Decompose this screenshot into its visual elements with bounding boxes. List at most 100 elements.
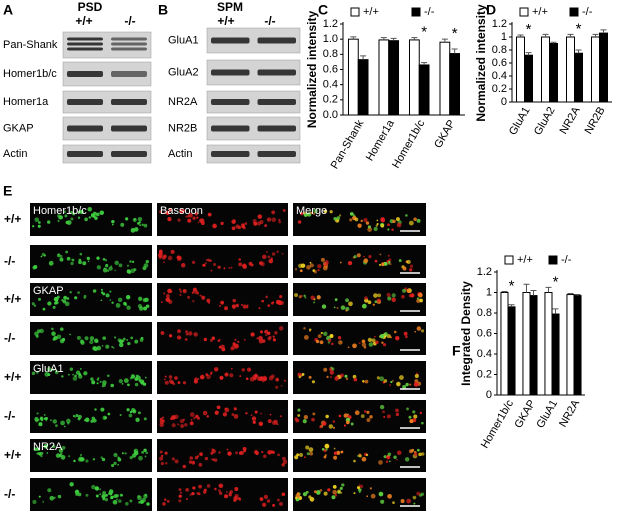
y-tick-label: 1.2 — [477, 266, 492, 278]
puncta — [294, 268, 298, 271]
puncta — [72, 376, 78, 381]
puncta — [387, 455, 389, 457]
puncta — [191, 460, 196, 465]
puncta — [163, 211, 166, 214]
puncta — [77, 414, 82, 419]
puncta — [39, 416, 44, 421]
puncta — [44, 417, 47, 421]
puncta — [264, 329, 269, 334]
puncta — [233, 414, 239, 419]
puncta — [332, 489, 338, 495]
puncta — [116, 498, 119, 501]
puncta — [66, 418, 71, 424]
puncta — [414, 330, 417, 333]
puncta — [213, 367, 219, 372]
puncta — [36, 371, 39, 374]
puncta — [179, 290, 183, 293]
blot-band — [67, 125, 103, 132]
puncta — [383, 261, 388, 266]
puncta — [34, 331, 39, 337]
puncta — [82, 261, 87, 266]
puncta — [250, 414, 253, 417]
puncta — [57, 214, 61, 218]
puncta — [85, 493, 89, 497]
puncta — [391, 293, 396, 298]
puncta — [375, 224, 378, 227]
panel-label: B — [158, 2, 168, 18]
puncta — [74, 374, 77, 378]
puncta — [379, 333, 385, 339]
puncta — [354, 410, 360, 416]
puncta — [196, 455, 200, 458]
puncta — [282, 456, 286, 461]
puncta — [405, 382, 409, 387]
puncta — [332, 426, 336, 429]
puncta — [327, 338, 332, 343]
puncta — [61, 445, 66, 450]
puncta — [303, 335, 309, 340]
puncta — [77, 291, 80, 295]
puncta — [109, 290, 112, 293]
puncta — [297, 408, 301, 412]
puncta — [369, 487, 372, 490]
puncta — [218, 483, 223, 488]
blot-strip — [62, 90, 152, 114]
puncta — [272, 503, 276, 507]
puncta — [406, 288, 411, 293]
puncta — [31, 302, 35, 306]
channel-label: Bassoon — [160, 205, 203, 217]
puncta — [223, 267, 226, 270]
puncta — [418, 292, 423, 298]
puncta — [184, 423, 188, 427]
puncta — [376, 376, 380, 380]
puncta — [237, 340, 240, 343]
puncta — [269, 413, 272, 416]
puncta — [92, 458, 96, 461]
puncta — [253, 449, 259, 455]
error-bar — [567, 33, 574, 37]
puncta — [362, 380, 365, 383]
puncta — [63, 425, 66, 428]
puncta — [360, 414, 365, 418]
puncta — [135, 417, 140, 422]
puncta — [323, 367, 328, 372]
puncta — [267, 336, 272, 341]
puncta — [332, 420, 336, 423]
bar — [566, 294, 575, 396]
puncta — [352, 214, 356, 217]
puncta — [294, 293, 298, 297]
puncta — [160, 462, 164, 466]
puncta — [126, 339, 129, 341]
puncta — [41, 252, 45, 257]
puncta — [91, 416, 96, 421]
significance: * — [576, 20, 582, 37]
puncta — [275, 385, 279, 389]
puncta — [79, 210, 84, 215]
puncta — [333, 455, 338, 460]
puncta — [90, 419, 94, 423]
puncta — [72, 373, 75, 376]
error-bar — [451, 48, 458, 54]
puncta — [339, 214, 342, 217]
puncta — [319, 488, 323, 492]
puncta — [317, 269, 320, 272]
puncta — [163, 498, 167, 501]
puncta — [258, 338, 264, 344]
puncta — [104, 258, 108, 262]
puncta — [118, 379, 123, 384]
puncta — [392, 501, 395, 504]
channel-label: Merge — [296, 205, 327, 217]
puncta — [120, 222, 125, 227]
puncta — [281, 252, 284, 255]
puncta — [178, 288, 182, 291]
puncta — [89, 336, 95, 341]
puncta — [139, 338, 144, 342]
puncta — [59, 338, 65, 344]
puncta — [137, 216, 143, 222]
puncta — [413, 414, 418, 419]
puncta — [341, 483, 345, 487]
puncta — [143, 448, 147, 453]
puncta — [409, 383, 412, 386]
puncta — [105, 344, 110, 349]
bar — [522, 292, 531, 396]
